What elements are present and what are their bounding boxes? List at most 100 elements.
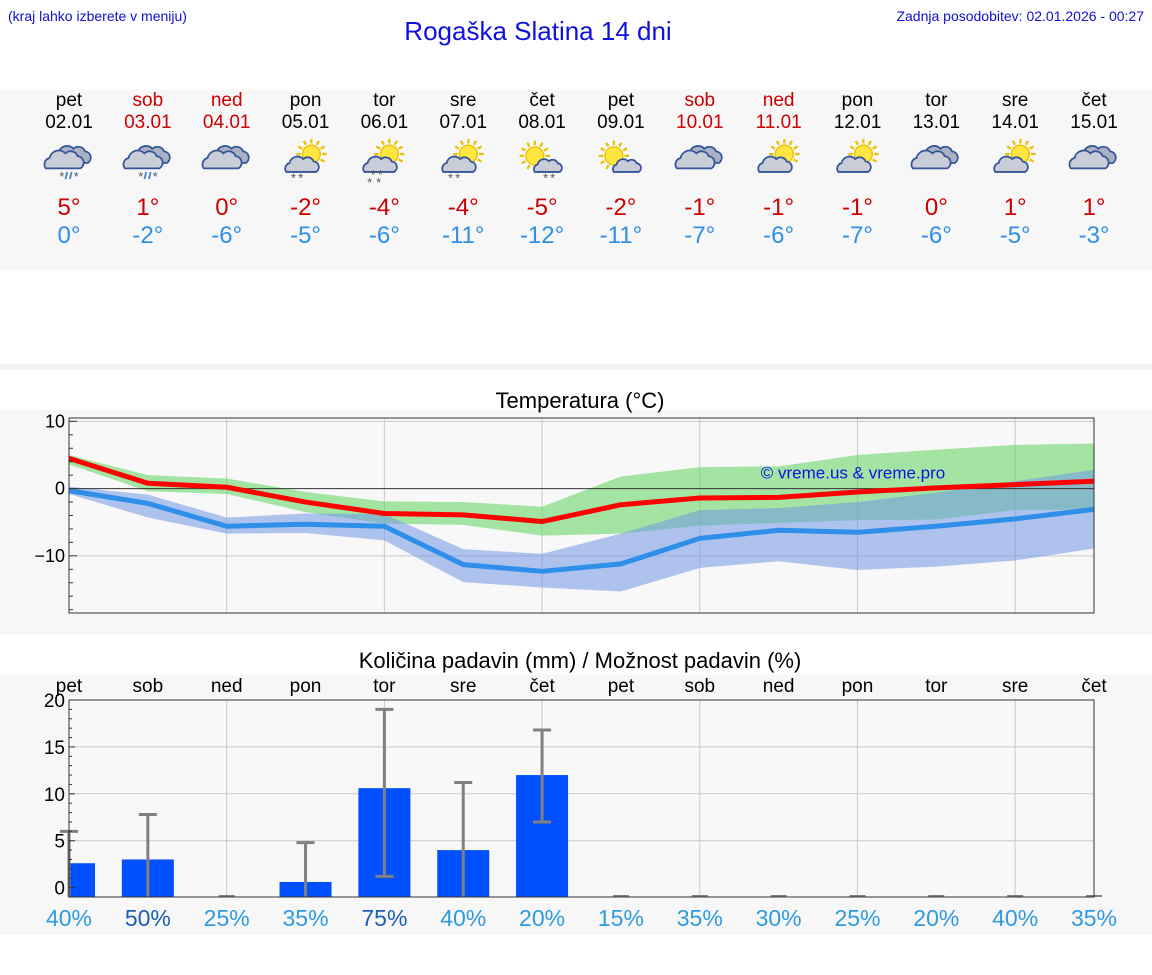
precip-bar <box>69 863 95 897</box>
temp-max: -5° <box>526 194 558 221</box>
day-label: tor <box>925 676 948 697</box>
sun-cloud-icon <box>835 138 879 173</box>
day-date: 14.01 <box>991 112 1039 133</box>
temp-min: -11° <box>599 222 643 249</box>
day-column: pon 12.01 -1° -7° <box>818 90 898 250</box>
precip-probability: 40% <box>992 905 1038 931</box>
day-column: čet 08.01 * * -5° -12° <box>502 90 582 250</box>
temp-min: -6° <box>368 222 400 249</box>
temp-min: -5° <box>999 222 1031 249</box>
plot-frame <box>68 699 1095 898</box>
temp-min: -5° <box>290 222 322 249</box>
cloudy-icon <box>201 145 250 170</box>
sun-cloud-snow-icon: * * <box>283 138 327 186</box>
temp-min: -6° <box>763 222 795 249</box>
max-temp-line <box>68 455 1095 525</box>
precip-probability: 35% <box>1071 905 1117 931</box>
day-column: pet 09.01 -2° -11° <box>581 90 661 250</box>
svg-text:*: * <box>455 172 460 186</box>
min-range-band <box>69 469 1094 592</box>
cloudy-icon <box>910 145 960 170</box>
precip-probability: 35% <box>283 905 329 931</box>
cloudy-icon <box>1068 145 1117 170</box>
day-date: 11.01 <box>755 112 802 133</box>
precip-probability: 50% <box>125 905 171 931</box>
temp-max: -1° <box>684 194 716 221</box>
temp-max: 0° <box>215 194 239 221</box>
temp-min: 0° <box>57 222 81 249</box>
day-column: sob 10.01 -1° -7° <box>660 90 740 250</box>
day-column: pon 05.01 * * -2° -5° <box>266 90 346 250</box>
svg-text:*: * <box>298 172 303 186</box>
day-label: pet <box>56 676 83 697</box>
sun-cloud-heavy-snow-icon: * ** * <box>362 138 405 188</box>
day-date: 08.01 <box>518 112 566 133</box>
temp-min: -7° <box>684 222 716 249</box>
temp-max: 1° <box>1003 194 1027 221</box>
precip-probability: 20% <box>913 905 959 931</box>
precip-probability: 25% <box>834 905 880 931</box>
day-column: sre 14.01 1° -5° <box>975 90 1055 250</box>
day-label: sob <box>684 676 715 697</box>
sun-cloud-icon <box>756 138 800 173</box>
temp-min: -3° <box>1078 222 1110 249</box>
day-label: sob <box>133 676 164 697</box>
day-date: 10.01 <box>676 112 724 133</box>
forecast-band <box>0 90 1152 270</box>
watermark: © vreme.us & vreme.pro <box>761 464 945 483</box>
day-label: čet <box>1081 676 1107 697</box>
day-date: 02.01 <box>45 112 93 133</box>
svg-text:*: * <box>59 170 64 184</box>
y-tick-label: −10 <box>34 546 65 566</box>
temp-max: 0° <box>924 194 948 221</box>
temp-max: 1° <box>1082 194 1106 221</box>
temp-min: -6° <box>211 222 243 249</box>
day-label: sre <box>1002 676 1028 697</box>
temp-max: -4° <box>447 194 479 221</box>
temp-max: -1° <box>842 194 873 221</box>
day-label: pon <box>290 676 322 697</box>
day-name: sob <box>132 90 164 111</box>
svg-text:*: * <box>74 170 79 184</box>
day-date: 15.01 <box>1070 112 1118 133</box>
day-date: 13.01 <box>912 112 961 133</box>
day-name: ned <box>210 90 243 111</box>
sun-cloud-snow-icon: * * <box>441 138 484 186</box>
temperature-title: Temperatura (°C) <box>495 388 665 413</box>
temp-min: -2° <box>132 222 164 249</box>
temp-min: -7° <box>842 222 873 249</box>
day-name: pon <box>841 90 874 111</box>
precip-probability: 20% <box>519 905 565 931</box>
y-tick-label: 0 <box>55 479 65 499</box>
svg-text:*: * <box>291 172 296 186</box>
y-tick-label: 10 <box>44 785 65 806</box>
svg-text:*: * <box>138 170 143 184</box>
day-name: pet <box>607 90 635 111</box>
svg-text:*: * <box>153 170 158 184</box>
plot-area <box>69 700 1094 897</box>
cloud-snow-rain-icon: * * <box>122 145 171 184</box>
y-tick-label: 0 <box>54 879 65 900</box>
day-name: čet <box>1081 90 1107 111</box>
day-label: sre <box>450 676 476 697</box>
precip-title: Količina padavin (mm) / Možnost padavin … <box>358 648 802 673</box>
day-name: pon <box>289 90 322 111</box>
day-column: pet 02.01 * * 5° 0° <box>29 90 109 250</box>
precip-probability: 25% <box>204 905 250 931</box>
temp-max: -2° <box>290 194 322 221</box>
day-name: sob <box>684 90 716 111</box>
y-tick-label: 5 <box>54 832 65 853</box>
day-name: sre <box>1001 90 1029 111</box>
day-label: tor <box>373 676 396 697</box>
day-name: sre <box>450 90 477 111</box>
day-label: ned <box>211 676 243 697</box>
svg-text:*: * <box>543 172 548 186</box>
temperature-chart: 10 0 −10 © vreme.us & vreme.pro <box>34 411 1095 614</box>
cloud-snow-rain-icon: * * <box>43 145 92 184</box>
day-name: čet <box>529 90 555 111</box>
day-date: 06.01 <box>360 112 409 133</box>
day-column: ned 04.01 0° -6° <box>187 90 267 250</box>
precip-chart: pet sob ned pon tor sre čet pet sob ned pon tor sre č… <box>44 676 1117 931</box>
page-title: Rogaška Slatina 14 dni <box>404 16 672 46</box>
svg-text:*: * <box>448 172 453 186</box>
